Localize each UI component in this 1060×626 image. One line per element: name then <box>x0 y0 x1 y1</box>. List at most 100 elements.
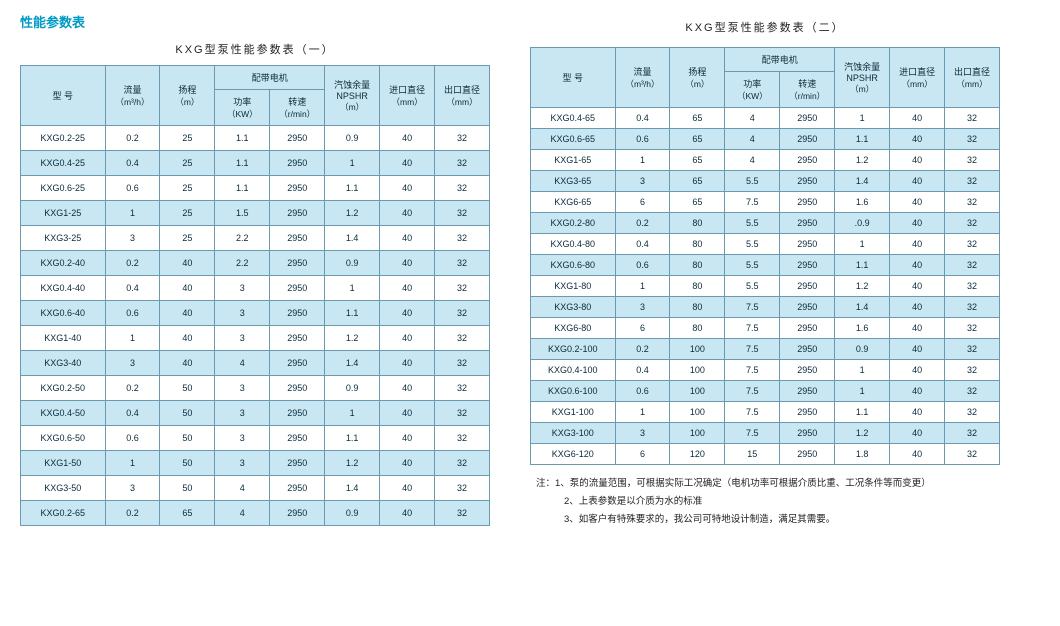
table-cell: .0.9 <box>835 213 890 234</box>
table-cell: 0.9 <box>325 376 380 401</box>
table-cell: 32 <box>945 360 1000 381</box>
table-cell: 40 <box>890 171 945 192</box>
table-cell: 2950 <box>270 376 325 401</box>
table-a-title: KXG型泵性能参数表（一） <box>20 41 490 57</box>
table-cell: 5.5 <box>725 255 780 276</box>
table-cell: 25 <box>160 176 215 201</box>
table-cell: 40 <box>890 360 945 381</box>
table-cell: 40 <box>160 351 215 376</box>
table-cell: 32 <box>945 381 1000 402</box>
table-cell: 32 <box>945 339 1000 360</box>
table-cell: KXG6-120 <box>531 444 616 465</box>
notes-prefix: 注： <box>536 478 555 489</box>
table-cell: 32 <box>435 376 490 401</box>
table-cell: 50 <box>160 401 215 426</box>
table-cell: KXG0.6-80 <box>531 255 616 276</box>
table-cell: 32 <box>945 108 1000 129</box>
table-cell: 0.2 <box>105 251 160 276</box>
table-row: KXG0.2-500.250329500.94032 <box>21 376 490 401</box>
table-cell: 32 <box>435 151 490 176</box>
table-cell: 40 <box>380 176 435 201</box>
th-model: 型 号 <box>21 66 106 126</box>
table-cell: 3 <box>215 376 270 401</box>
table-cell: 2950 <box>780 192 835 213</box>
table-cell: 1.1 <box>325 426 380 451</box>
th-motor-group: 配带电机 <box>725 48 835 72</box>
table-cell: 7.5 <box>725 381 780 402</box>
table-cell: 2950 <box>270 201 325 226</box>
table-cell: 6 <box>615 192 670 213</box>
table-cell: 1.2 <box>835 150 890 171</box>
table-cell: 32 <box>945 129 1000 150</box>
table-cell: 3 <box>105 476 160 501</box>
table-cell: 40 <box>890 150 945 171</box>
table-row: KXG0.6-250.6251.129501.14032 <box>21 176 490 201</box>
table-cell: 1.2 <box>325 451 380 476</box>
table-cell: 32 <box>435 176 490 201</box>
table-cell: 32 <box>945 192 1000 213</box>
table-cell: 40 <box>890 381 945 402</box>
table-cell: KXG0.6-65 <box>531 129 616 150</box>
table-cell: KXG0.6-100 <box>531 381 616 402</box>
table-cell: 1.4 <box>835 171 890 192</box>
table-cell: 1 <box>835 108 890 129</box>
table-cell: 1.1 <box>835 255 890 276</box>
table-cell: 40 <box>380 426 435 451</box>
table-cell: 40 <box>380 201 435 226</box>
th-head: 扬程（m） <box>160 66 215 126</box>
table-cell: 3 <box>615 297 670 318</box>
table-cell: 40 <box>890 213 945 234</box>
table-cell: 2950 <box>270 351 325 376</box>
table-cell: 3 <box>105 226 160 251</box>
table-row: KXG0.6-500.650329501.14032 <box>21 426 490 451</box>
table-cell: KXG1-25 <box>21 201 106 226</box>
table-cell: 80 <box>670 255 725 276</box>
table-cell: 1.1 <box>835 402 890 423</box>
th-flow: 流量（m³/h） <box>105 66 160 126</box>
table-cell: 100 <box>670 360 725 381</box>
table-cell: 0.2 <box>105 376 160 401</box>
left-column: KXG型泵性能参数表（一） 型 号 流量（m³/h） 扬程（m） 配带电机 汽蚀… <box>20 39 490 526</box>
table-cell: 2950 <box>780 171 835 192</box>
table-row: KXG0.2-1000.21007.529500.94032 <box>531 339 1000 360</box>
table-cell: 80 <box>670 276 725 297</box>
table-row: KXG1-65165429501.24032 <box>531 150 1000 171</box>
table-cell: 1 <box>105 201 160 226</box>
table-cell: 1.1 <box>835 129 890 150</box>
table-cell: 0.4 <box>105 276 160 301</box>
table-cell: 2950 <box>270 126 325 151</box>
table-cell: 120 <box>670 444 725 465</box>
table-cell: 2950 <box>270 301 325 326</box>
table-cell: 7.5 <box>725 339 780 360</box>
table-cell: KXG0.2-40 <box>21 251 106 276</box>
table-row: KXG1-801805.529501.24032 <box>531 276 1000 297</box>
table-cell: 3 <box>215 426 270 451</box>
table-cell: 1 <box>325 401 380 426</box>
th-inlet: 进口直径（mm） <box>380 66 435 126</box>
table-cell: KXG1-50 <box>21 451 106 476</box>
table-cell: 32 <box>945 171 1000 192</box>
table-cell: 50 <box>160 426 215 451</box>
table-cell: 1 <box>615 276 670 297</box>
table-cell: 2950 <box>780 402 835 423</box>
th-motor-group: 配带电机 <box>215 66 325 90</box>
table-cell: 7.5 <box>725 360 780 381</box>
table-row: KXG3-803807.529501.44032 <box>531 297 1000 318</box>
table-row: KXG3-653655.529501.44032 <box>531 171 1000 192</box>
table-row: KXG0.2-800.2805.52950.0.94032 <box>531 213 1000 234</box>
table-cell: 4 <box>725 129 780 150</box>
table-cell: 2950 <box>780 129 835 150</box>
table-cell: 40 <box>380 326 435 351</box>
note-2: 2、上表参数是以介质为水的标准 <box>536 493 1000 511</box>
th-model: 型 号 <box>531 48 616 108</box>
table-cell: 65 <box>670 171 725 192</box>
table-cell: 40 <box>890 192 945 213</box>
table-cell: 3 <box>615 171 670 192</box>
th-speed: 转速（r/min） <box>780 72 835 108</box>
table-cell: KXG0.4-40 <box>21 276 106 301</box>
right-column: KXG型泵性能参数表（二） 型 号 流量（m³/h） 扬程（m） 配带电机 汽蚀… <box>530 39 1000 529</box>
table-cell: 32 <box>435 351 490 376</box>
table-cell: 40 <box>380 351 435 376</box>
table-cell: 2950 <box>780 381 835 402</box>
table-cell: 100 <box>670 339 725 360</box>
